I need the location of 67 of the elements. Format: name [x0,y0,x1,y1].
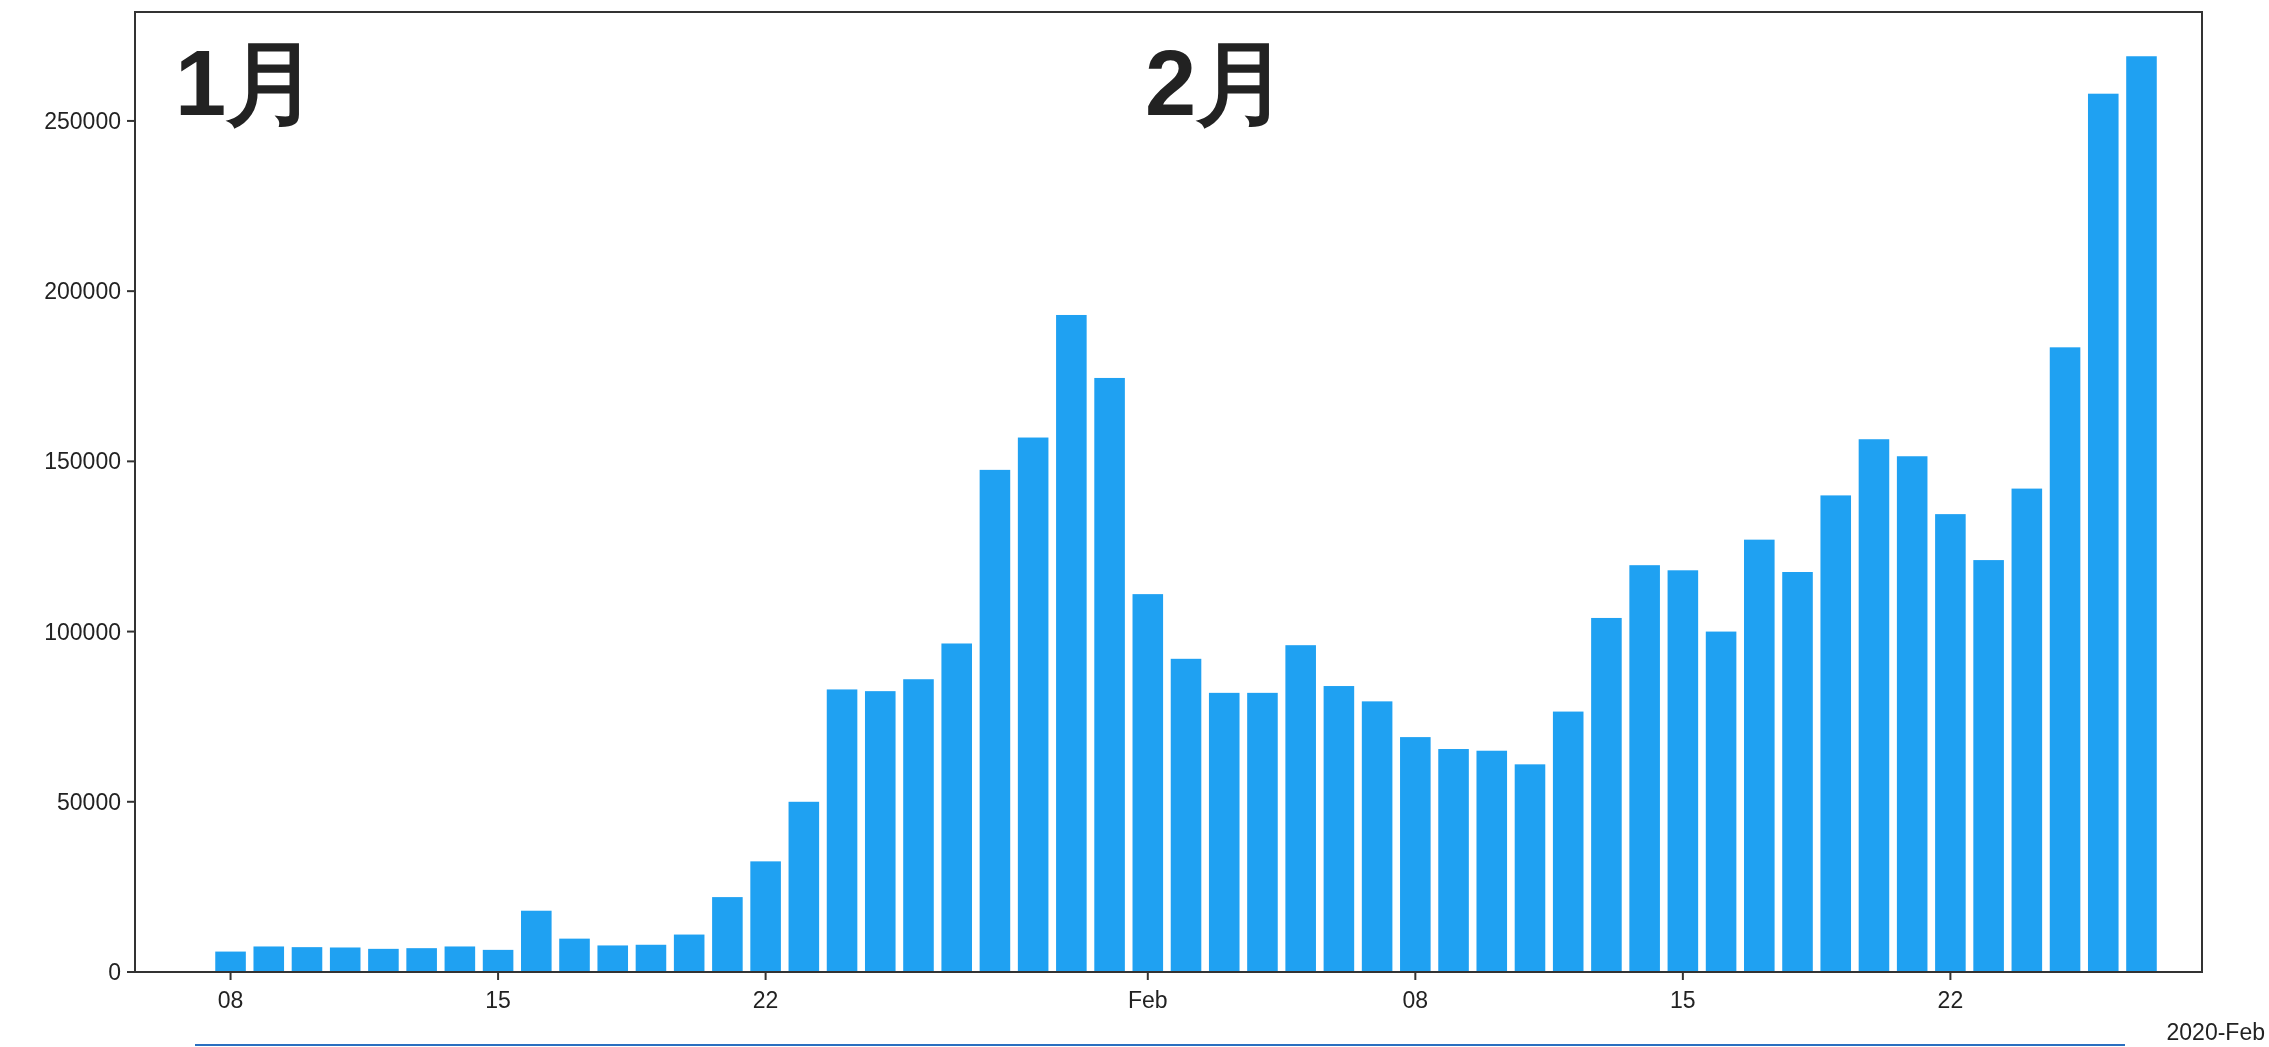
bar [329,947,361,972]
bar [2011,488,2043,972]
bar [1247,692,1278,972]
bar [788,801,820,972]
bar [521,910,552,972]
bar [712,897,743,972]
annotation: 2月 [1145,32,1289,134]
bar [406,948,437,972]
bar [1438,749,1469,972]
bar [1476,750,1508,972]
bar [1132,594,1164,972]
bar [1552,711,1584,972]
bar [1820,495,1852,972]
bar [597,945,629,972]
bar [253,946,285,972]
y-tick-label: 150000 [44,448,121,475]
bar [1744,539,1775,972]
bar [1017,437,1049,972]
y-tick-label: 250000 [44,107,121,134]
x-tick-label: 15 [485,987,511,1013]
x-tick-label: 08 [1402,987,1429,1013]
x-tick-label: 08 [217,987,244,1013]
bar [482,949,514,972]
bar [1514,764,1546,972]
x-tick-label: 22 [752,987,779,1013]
bar [1361,701,1393,972]
bar [1858,439,1890,972]
bar [2087,93,2119,972]
bar [291,947,323,972]
bar [215,951,246,972]
bar [2049,347,2081,972]
bar [1323,686,1355,972]
bar [826,689,858,972]
bar [1400,737,1431,972]
y-tick-label: 0 [108,959,121,985]
bar [1935,514,1966,972]
y-tick-label: 100000 [44,618,121,645]
bar [1896,456,1928,972]
bar [1285,645,1316,972]
bar [1056,314,1087,972]
bar [635,944,667,972]
bar [1591,617,1622,972]
bar [1705,631,1737,972]
bar [559,938,590,972]
bar [1629,565,1660,972]
bar [1094,377,1125,972]
bar [673,934,705,972]
bar [750,861,781,972]
bar [368,948,399,972]
bar [979,469,1011,972]
y-tick-label: 200000 [44,278,121,305]
bar [1782,572,1813,972]
y-tick-label: 50000 [57,788,121,815]
x-tick-label: 22 [1937,987,1964,1013]
bar [941,643,972,972]
bar [864,691,896,972]
bar [903,679,934,972]
bar [1973,560,2004,972]
bar [1208,692,1240,972]
bar [444,946,476,972]
annotation: 1月 [175,32,319,134]
x-tick-label: 15 [1670,987,1696,1013]
text: 2020-Feb [2166,1019,2265,1045]
bar [1170,658,1202,972]
bar [2126,56,2157,972]
bar [1667,570,1699,972]
x-tick-label: Feb [1127,987,1168,1013]
